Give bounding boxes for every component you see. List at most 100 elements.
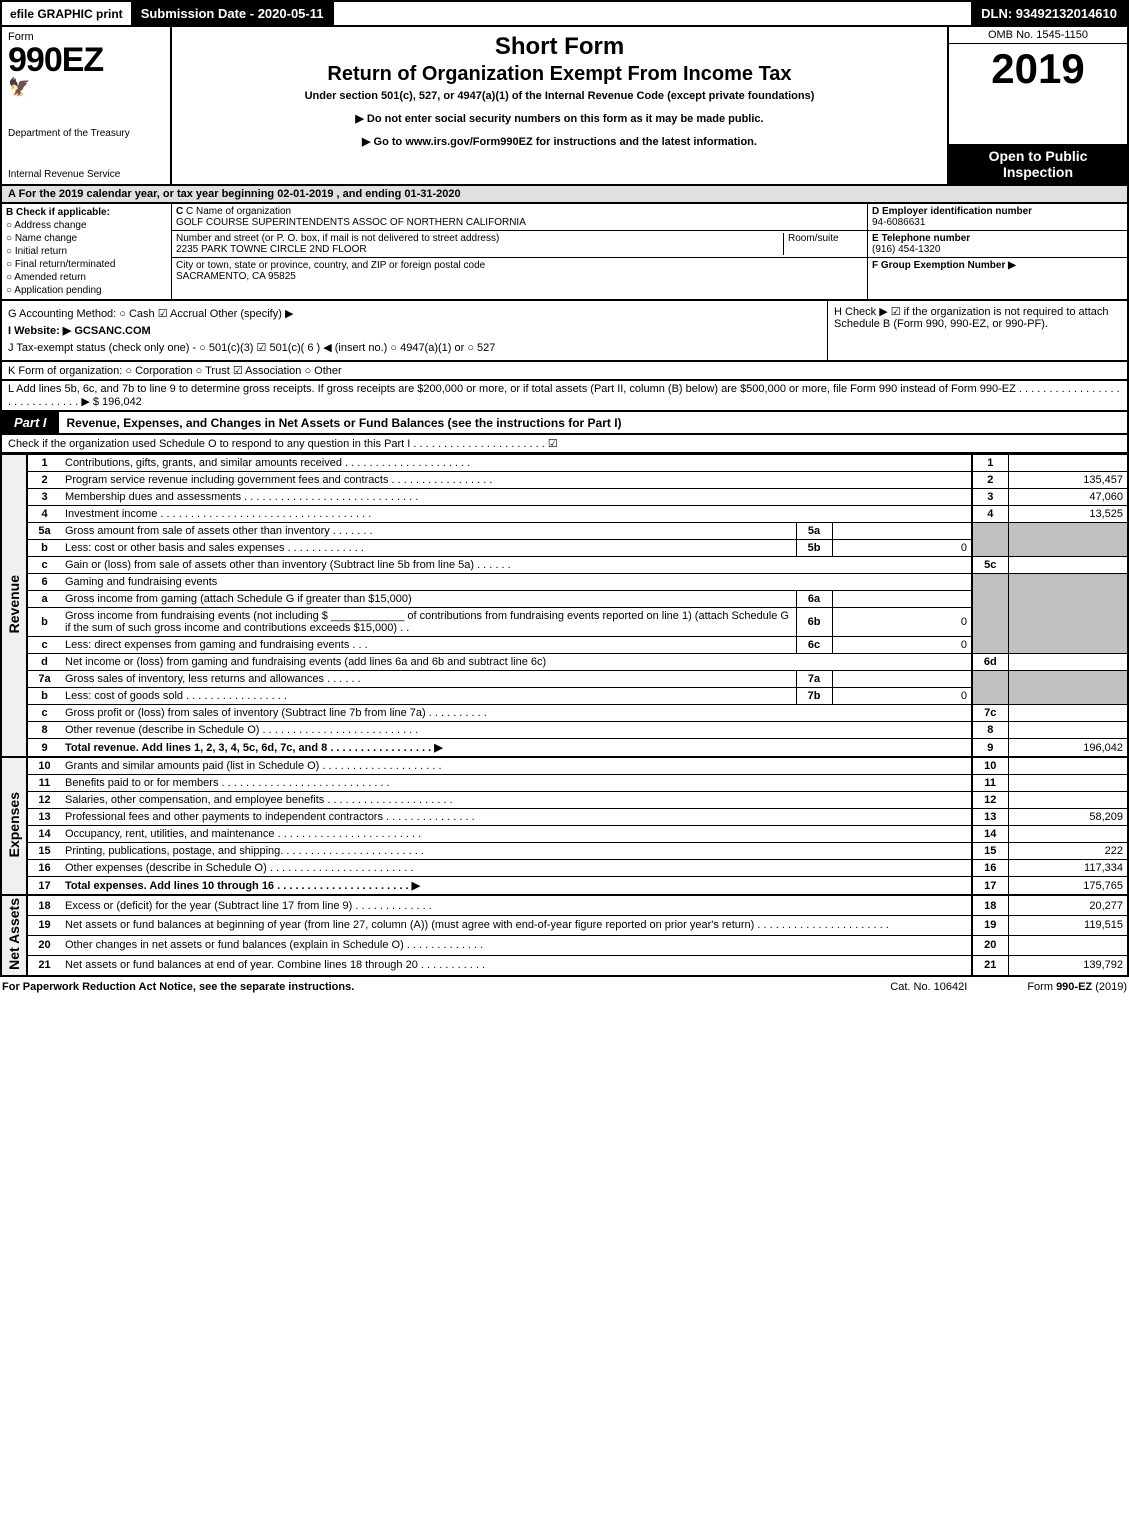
line-7b-desc: Less: cost of goods sold . . . . . . . .… [61, 688, 796, 705]
line-6b-subval: 0 [832, 608, 972, 637]
line-4-amt: 13,525 [1008, 506, 1128, 523]
chk-amended-return[interactable]: ○ Amended return [6, 271, 167, 284]
line-15-amt: 222 [1008, 843, 1128, 860]
dln-label: DLN: 93492132014610 [971, 2, 1127, 25]
line-6c-desc: Less: direct expenses from gaming and fu… [61, 637, 796, 654]
line-3-amt: 47,060 [1008, 489, 1128, 506]
line-6a-no: a [41, 593, 47, 605]
line-5a-subval [832, 523, 972, 540]
row-a-taxyear: A For the 2019 calendar year, or tax yea… [0, 186, 1129, 204]
instr-goto-link[interactable]: ▶ Go to www.irs.gov/Form990EZ for instru… [182, 135, 937, 148]
line-17-amt: 175,765 [1008, 877, 1128, 896]
line-18-amt: 20,277 [1008, 895, 1128, 916]
chk-name-change[interactable]: ○ Name change [6, 232, 167, 245]
tax-year: 2019 [949, 44, 1127, 94]
line-6-desc: Gaming and fundraising events [61, 574, 972, 591]
form-subline: Under section 501(c), 527, or 4947(a)(1)… [182, 90, 937, 102]
i-website[interactable]: I Website: ▶ GCSANC.COM [8, 325, 151, 337]
chk-final-return[interactable]: ○ Final return/terminated [6, 258, 167, 271]
line-7c-ref: 7c [972, 705, 1008, 722]
line-12-no: 12 [38, 794, 50, 806]
open-public-text: Open to Public [989, 148, 1088, 164]
line-20-ref: 20 [972, 935, 1008, 955]
line-21-amt: 139,792 [1008, 955, 1128, 976]
line-11-amt [1008, 775, 1128, 792]
line-6d-amt [1008, 654, 1128, 671]
line-3-no: 3 [41, 491, 47, 503]
footer-paperwork-notice: For Paperwork Reduction Act Notice, see … [2, 981, 354, 993]
room-label: Room/suite [788, 233, 863, 244]
j-tax-exempt-status: J Tax-exempt status (check only one) - ○… [8, 339, 821, 356]
g-accounting-method: G Accounting Method: ○ Cash ☑ Accrual Ot… [8, 305, 821, 322]
b-label: B Check if applicable: [6, 207, 110, 218]
line-6d-no: d [41, 656, 48, 668]
l-gross-receipts: L Add lines 5b, 6c, and 7b to line 9 to … [0, 381, 1129, 412]
d-label: D Employer identification number [872, 206, 1032, 217]
line-7a-subval [832, 671, 972, 688]
line-7b-no: b [41, 690, 48, 702]
netassets-side-label: Net Assets [1, 895, 27, 976]
line-10-ref: 10 [972, 757, 1008, 775]
footer-form-ref: Form 990-EZ (2019) [1027, 981, 1127, 993]
line-17-no: 17 [38, 880, 50, 892]
line-2-ref: 2 [972, 472, 1008, 489]
line-20-no: 20 [38, 939, 50, 951]
part1-table: Revenue 1 Contributions, gifts, grants, … [0, 454, 1129, 977]
line-14-desc: Occupancy, rent, utilities, and maintena… [61, 826, 972, 843]
line-8-no: 8 [41, 724, 47, 736]
part1-schedule-o-check: Check if the organization used Schedule … [0, 435, 1129, 454]
line-19-amt: 119,515 [1008, 916, 1128, 936]
line-11-ref: 11 [972, 775, 1008, 792]
header-left: Form 990EZ 🦅 Department of the Treasury … [2, 27, 172, 184]
form-title: Short Form [182, 33, 937, 61]
line-3-desc: Membership dues and assessments . . . . … [61, 489, 972, 506]
line-12-amt [1008, 792, 1128, 809]
form-number: 990EZ [8, 43, 164, 77]
line-11-no: 11 [39, 777, 51, 789]
line-1-no: 1 [27, 455, 61, 472]
line-5c-no: c [41, 559, 47, 571]
line-1-amt [1008, 455, 1128, 472]
line-9-amt: 196,042 [1008, 739, 1128, 758]
instr-no-ssn: ▶ Do not enter social security numbers o… [182, 112, 937, 125]
line-13-amt: 58,209 [1008, 809, 1128, 826]
efile-label[interactable]: efile GRAPHIC print [2, 3, 131, 25]
line-6a-sub: 6a [796, 591, 832, 608]
line-21-ref: 21 [972, 955, 1008, 976]
line-1-ref: 1 [972, 455, 1008, 472]
line-12-desc: Salaries, other compensation, and employ… [61, 792, 972, 809]
line-15-desc: Printing, publications, postage, and shi… [61, 843, 972, 860]
line-4-desc: Investment income . . . . . . . . . . . … [61, 506, 972, 523]
line-6c-subval: 0 [832, 637, 972, 654]
line-10-desc: Grants and similar amounts paid (list in… [61, 757, 972, 775]
page-footer: For Paperwork Reduction Act Notice, see … [0, 977, 1129, 997]
e-label: E Telephone number [872, 233, 970, 244]
line-6a-subval [832, 591, 972, 608]
chk-initial-return[interactable]: ○ Initial return [6, 245, 167, 258]
c-label: C C Name of organization [176, 206, 863, 217]
irs-label: Internal Revenue Service [8, 169, 164, 180]
line-18-desc: Excess or (deficit) for the year (Subtra… [61, 895, 972, 916]
org-address: 2235 PARK TOWNE CIRCLE 2ND FLOOR [176, 244, 783, 255]
revenue-side-label: Revenue [1, 455, 27, 758]
chk-address-change[interactable]: ○ Address change [6, 219, 167, 232]
chk-application-pending[interactable]: ○ Application pending [6, 284, 167, 297]
city-label: City or town, state or province, country… [176, 260, 863, 271]
k-form-of-org: K Form of organization: ○ Corporation ○ … [0, 362, 1129, 381]
line-10-no: 10 [38, 760, 50, 772]
line-5b-subval: 0 [832, 540, 972, 557]
part1-header: Part I Revenue, Expenses, and Changes in… [0, 412, 1129, 435]
line-19-desc: Net assets or fund balances at beginning… [61, 916, 972, 936]
line-5b-desc: Less: cost or other basis and sales expe… [61, 540, 796, 557]
identity-block: B Check if applicable: ○ Address change … [0, 204, 1129, 301]
line-20-amt [1008, 935, 1128, 955]
line-2-no: 2 [41, 474, 47, 486]
line-19-no: 19 [38, 919, 50, 931]
line-13-no: 13 [38, 811, 50, 823]
line-9-desc: Total revenue. Add lines 1, 2, 3, 4, 5c,… [61, 739, 972, 758]
line-7a-desc: Gross sales of inventory, less returns a… [61, 671, 796, 688]
section-d-e-f: D Employer identification number 94-6086… [867, 204, 1127, 299]
line-7c-amt [1008, 705, 1128, 722]
line-12-ref: 12 [972, 792, 1008, 809]
form-header: Form 990EZ 🦅 Department of the Treasury … [0, 27, 1129, 186]
